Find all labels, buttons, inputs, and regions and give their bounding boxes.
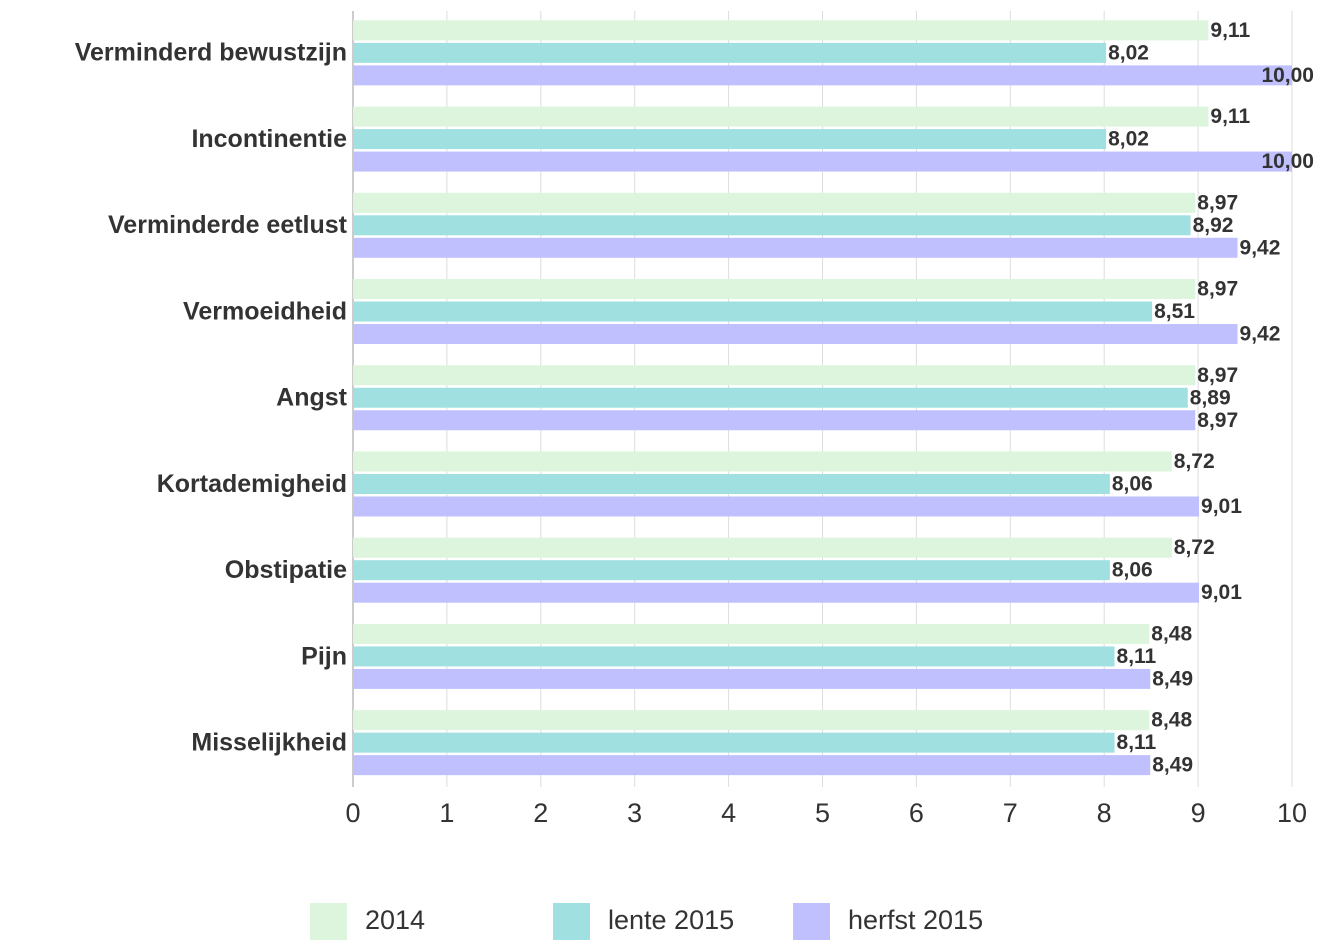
value-label: 8,97	[1197, 278, 1238, 301]
value-label: 9,11	[1210, 19, 1250, 42]
legend-swatch	[553, 903, 590, 940]
value-label: 8,49	[1152, 754, 1193, 777]
bar	[353, 129, 1107, 150]
value-label: 8,11	[1117, 731, 1157, 754]
value-label: 8,49	[1152, 667, 1193, 690]
value-label: 8,48	[1151, 709, 1192, 732]
bar	[353, 215, 1191, 236]
value-label: 9,01	[1201, 581, 1242, 604]
bar	[353, 710, 1150, 731]
legend-label: 2014	[365, 905, 425, 935]
category-label: Vermoeidheid	[183, 297, 347, 325]
bar	[353, 192, 1196, 213]
bar	[353, 537, 1172, 558]
x-tick-label: 5	[815, 798, 830, 828]
bar	[353, 301, 1153, 322]
bar	[353, 106, 1209, 127]
bar	[353, 20, 1209, 41]
bar	[353, 496, 1200, 517]
category-label: Pijn	[301, 642, 347, 670]
value-label: 9,42	[1240, 323, 1281, 346]
value-label: 8,72	[1174, 536, 1215, 559]
bar	[353, 410, 1196, 431]
bar	[353, 560, 1110, 581]
bar	[353, 473, 1110, 494]
category-label: Incontinentie	[191, 125, 347, 153]
value-label: 8,02	[1108, 41, 1149, 64]
value-label: 8,11	[1117, 645, 1157, 668]
legend-swatch	[793, 903, 830, 940]
bar	[353, 646, 1115, 667]
value-label: 8,89	[1190, 386, 1231, 409]
bar	[353, 65, 1292, 86]
x-tick-label: 8	[1097, 798, 1112, 828]
x-tick-label: 9	[1191, 798, 1206, 828]
bar	[353, 755, 1151, 776]
value-label: 8,51	[1154, 300, 1195, 323]
x-tick-label: 6	[909, 798, 924, 828]
x-tick-label: 1	[439, 798, 454, 828]
value-label: 9,42	[1240, 236, 1281, 259]
value-label: 10,00	[1261, 64, 1314, 87]
bar	[353, 387, 1188, 408]
x-tick-label: 0	[345, 798, 360, 828]
bar	[353, 324, 1238, 345]
category-label: Verminderd bewustzijn	[75, 39, 347, 67]
legend-label: lente 2015	[608, 905, 734, 935]
x-tick-label: 7	[1003, 798, 1018, 828]
bar	[353, 668, 1151, 689]
value-label: 9,01	[1201, 495, 1242, 518]
value-label: 8,97	[1197, 409, 1238, 432]
category-label: Kortademigheid	[157, 470, 347, 498]
bar	[353, 451, 1172, 472]
x-tick-label: 4	[721, 798, 736, 828]
value-label: 8,97	[1197, 364, 1238, 387]
x-tick-label: 2	[533, 798, 548, 828]
bar	[353, 151, 1292, 172]
value-label: 8,97	[1197, 191, 1238, 214]
category-label: Obstipatie	[225, 556, 347, 584]
x-tick-label: 3	[627, 798, 642, 828]
value-label: 8,06	[1112, 473, 1153, 496]
bar	[353, 237, 1238, 258]
legend-label: herfst 2015	[848, 905, 983, 935]
value-label: 8,48	[1151, 622, 1192, 645]
value-label: 8,02	[1108, 128, 1149, 151]
x-tick-label: 10	[1277, 798, 1307, 828]
category-label: Misselijkheid	[191, 728, 347, 756]
bar	[353, 732, 1115, 753]
bar	[353, 279, 1196, 300]
bar	[353, 365, 1196, 386]
value-label: 8,92	[1193, 214, 1234, 237]
value-label: 8,72	[1174, 450, 1215, 473]
value-label: 8,06	[1112, 559, 1153, 582]
bar	[353, 582, 1200, 603]
category-label: Verminderde eetlust	[108, 211, 348, 239]
value-label: 10,00	[1261, 150, 1314, 173]
legend-swatch	[310, 903, 347, 940]
value-label: 9,11	[1210, 105, 1250, 128]
bar	[353, 42, 1107, 63]
category-label: Angst	[276, 384, 348, 412]
bar	[353, 623, 1150, 644]
